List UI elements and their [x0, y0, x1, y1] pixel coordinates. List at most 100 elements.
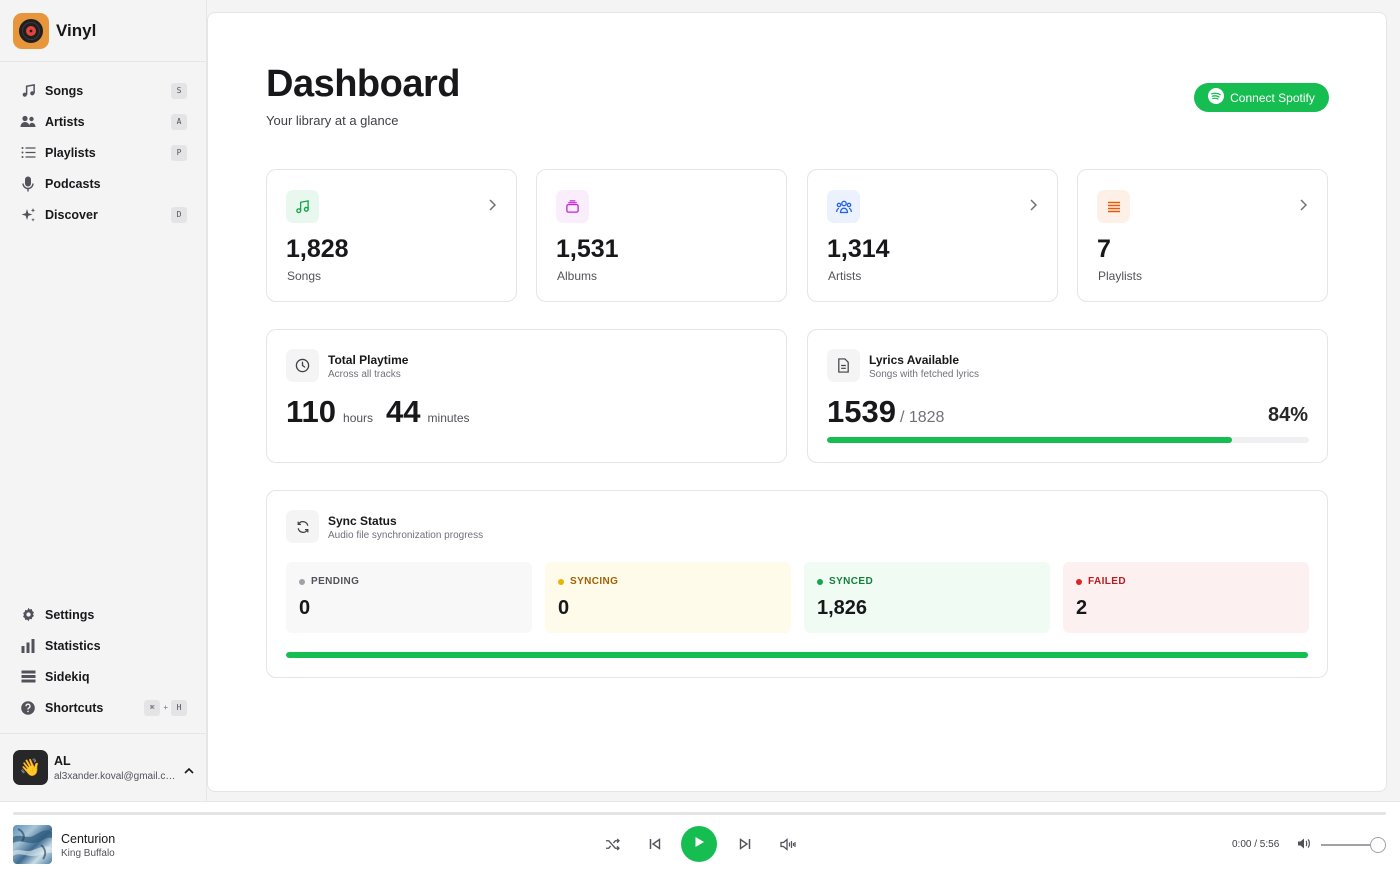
chevron-up-icon[interactable]	[184, 761, 194, 779]
sidebar-item-artists[interactable]: Artists A	[0, 106, 206, 137]
sync-status-synced: SYNCED 1,826	[804, 562, 1050, 633]
sync-status-pending: PENDING 0	[286, 562, 532, 633]
refresh-icon	[286, 510, 319, 543]
chevron-right-icon	[1030, 198, 1038, 216]
sidebar-item-sidekiq[interactable]: Sidekiq	[0, 661, 206, 692]
spotify-icon	[1208, 88, 1225, 107]
play-icon	[694, 835, 705, 853]
shortcut-keys: ⌘ + H	[144, 699, 187, 716]
users-icon	[20, 114, 36, 130]
sidebar-item-label: Playlists	[45, 145, 96, 160]
play-button[interactable]	[681, 826, 717, 862]
album-icon	[556, 190, 589, 223]
sync-status-failed: FAILED 2	[1063, 562, 1309, 633]
shortcut-key: D	[171, 206, 187, 223]
sidebar-item-shortcuts[interactable]: Shortcuts ⌘ + H	[0, 692, 206, 723]
playtime-minutes: 44	[386, 394, 421, 429]
status-dot	[558, 578, 564, 585]
stat-card-playlists[interactable]: 7 Playlists	[1077, 169, 1328, 302]
card-subtitle: Across all tracks	[328, 369, 401, 380]
sidebar-item-label: Statistics	[45, 638, 101, 653]
volume-icon[interactable]	[1297, 837, 1311, 855]
vinyl-record-icon	[13, 12, 49, 49]
user-menu[interactable]: 👋 AL al3xander.koval@gmail.com	[0, 733, 206, 801]
status-dot	[1076, 578, 1082, 585]
sidebar-item-statistics[interactable]: Statistics	[0, 630, 206, 661]
lyrics-percent: 84%	[1267, 404, 1308, 426]
microphone-icon	[20, 176, 36, 192]
lyrics-total: / 1828	[899, 409, 945, 426]
sidebar-item-label: Artists	[45, 114, 85, 129]
app-name: Vinyl	[56, 20, 97, 40]
shuffle-icon[interactable]	[602, 834, 622, 854]
audio-visualizer-icon[interactable]	[778, 834, 798, 854]
status-dot	[299, 578, 305, 585]
main-panel: Dashboard Your library at a glance Conne…	[207, 12, 1387, 792]
stat-value: 1,314	[827, 235, 890, 263]
player-bar: Centurion King Buffalo 0:00 / 5:56	[0, 801, 1400, 873]
stat-card-albums: 1,531 Albums	[536, 169, 787, 302]
secondary-nav: Settings Statistics Sidekiq Shortcuts ⌘ …	[0, 599, 206, 723]
playback-progress-bar[interactable]	[13, 812, 1386, 815]
users-icon	[827, 190, 860, 223]
stat-card-songs[interactable]: 1,828 Songs	[266, 169, 517, 302]
stat-value: 7	[1097, 235, 1111, 263]
shortcut-plus: +	[163, 703, 168, 712]
sync-status-value: 0	[299, 597, 311, 619]
chevron-right-icon	[1300, 198, 1308, 216]
card-title: Lyrics Available	[869, 353, 960, 367]
stack-icon	[20, 669, 36, 685]
playtime-hours-unit: hours	[343, 411, 374, 425]
sync-progress-bar	[286, 652, 1309, 658]
user-email: al3xander.koval@gmail.com	[54, 770, 178, 782]
card-title: Sync Status	[328, 514, 397, 528]
brand[interactable]: Vinyl	[0, 0, 206, 62]
skip-forward-icon[interactable]	[735, 834, 755, 854]
sidebar-item-label: Songs	[45, 83, 84, 98]
stat-label: Albums	[557, 269, 598, 283]
connect-spotify-label: Connect Spotify	[1230, 90, 1315, 105]
lyrics-progress-bar	[827, 437, 1309, 443]
card-subtitle: Songs with fetched lyrics	[869, 369, 980, 380]
stat-value: 1,531	[556, 235, 619, 263]
sync-progress-fill	[286, 652, 1308, 658]
sidebar-item-label: Discover	[45, 207, 98, 222]
sync-status-label: FAILED	[1088, 576, 1126, 587]
list-icon	[20, 145, 36, 161]
sidebar-item-label: Podcasts	[45, 176, 101, 191]
sidebar-item-label: Settings	[45, 607, 95, 622]
stat-label: Artists	[828, 269, 862, 283]
main-nav: Songs S Artists A Playlists P Podcasts D…	[0, 62, 206, 230]
list-icon	[1097, 190, 1130, 223]
sidebar-item-discover[interactable]: Discover D	[0, 199, 206, 230]
bar-chart-icon	[20, 638, 36, 654]
sync-status-value: 0	[558, 597, 570, 619]
sync-status-label: SYNCING	[570, 576, 619, 587]
shortcut-key: A	[171, 113, 187, 130]
sparkles-icon	[20, 207, 36, 223]
user-name: AL	[54, 753, 71, 768]
sidebar-item-songs[interactable]: Songs S	[0, 75, 206, 106]
sidebar-item-podcasts[interactable]: Podcasts	[0, 168, 206, 199]
sync-status-syncing: SYNCING 0	[545, 562, 791, 633]
connect-spotify-button[interactable]: Connect Spotify	[1194, 83, 1329, 112]
shortcut-key: H	[171, 699, 187, 716]
stat-card-artists[interactable]: 1,314 Artists	[807, 169, 1058, 302]
sidebar-item-settings[interactable]: Settings	[0, 599, 206, 630]
sync-status-label: SYNCED	[829, 576, 874, 587]
help-circle-icon	[20, 700, 36, 716]
volume-slider[interactable]	[1321, 844, 1379, 846]
sync-status-label: PENDING	[311, 576, 360, 587]
music-note-icon	[20, 83, 36, 99]
playtime-card: Total Playtime Across all tracks 110 hou…	[266, 329, 787, 463]
volume-slider-handle[interactable]	[1370, 837, 1386, 853]
track-artist: King Buffalo	[61, 848, 115, 859]
music-note-icon	[286, 190, 319, 223]
skip-back-icon[interactable]	[645, 834, 665, 854]
sidebar-item-playlists[interactable]: Playlists P	[0, 137, 206, 168]
album-cover	[13, 825, 52, 864]
page-title: Dashboard	[266, 63, 460, 105]
card-title: Total Playtime	[328, 353, 409, 367]
lyrics-card: Lyrics Available Songs with fetched lyri…	[807, 329, 1328, 463]
sync-status-value: 2	[1076, 597, 1088, 619]
